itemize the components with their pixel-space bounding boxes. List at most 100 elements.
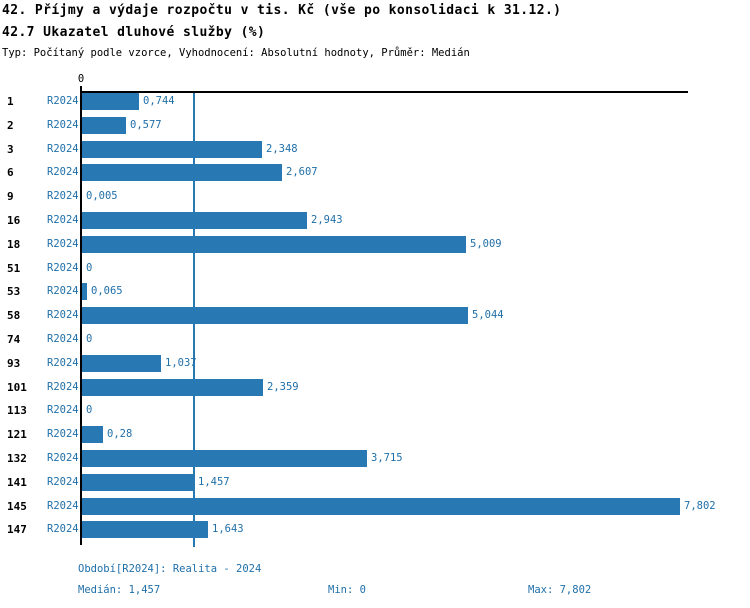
bar-value-label: 0,577 bbox=[130, 119, 162, 131]
bar-value-label: 0,065 bbox=[91, 285, 123, 297]
bar-value-label: 5,044 bbox=[472, 309, 504, 321]
bar-value-label: 5,009 bbox=[470, 238, 502, 250]
row-category-label: 141 bbox=[7, 476, 27, 489]
row-series-label: R2024 bbox=[47, 476, 79, 488]
bar-row: 141 R2024 1,457 bbox=[0, 474, 750, 491]
bar-row: 132 R2024 3,715 bbox=[0, 450, 750, 467]
bar-value-label: 2,943 bbox=[311, 214, 343, 226]
bar bbox=[82, 450, 367, 467]
bar-row: 113 R2024 0 bbox=[0, 402, 750, 419]
bar bbox=[82, 521, 208, 538]
bar-value-label: 0 bbox=[86, 262, 93, 274]
bar bbox=[82, 93, 139, 110]
bar-value-label: 1,643 bbox=[212, 523, 244, 535]
row-series-label: R2024 bbox=[47, 262, 79, 274]
bar bbox=[82, 117, 126, 134]
bar-value-label: 0,28 bbox=[107, 428, 133, 440]
bar-value-label: 0,744 bbox=[143, 95, 175, 107]
row-series-label: R2024 bbox=[47, 428, 79, 440]
bar bbox=[82, 164, 282, 181]
row-series-label: R2024 bbox=[47, 500, 79, 512]
bar bbox=[82, 141, 262, 158]
bar-row: 53 R2024 0,065 bbox=[0, 283, 750, 300]
bar bbox=[82, 236, 466, 253]
row-category-label: 2 bbox=[7, 119, 14, 132]
bar-value-label: 1,037 bbox=[165, 357, 197, 369]
row-series-label: R2024 bbox=[47, 95, 79, 107]
bar bbox=[82, 355, 161, 372]
row-category-label: 147 bbox=[7, 523, 27, 536]
bar-value-label: 0 bbox=[86, 404, 93, 416]
bar-value-label: 0 bbox=[86, 333, 93, 345]
bar-row: 9 R2024 0,005 bbox=[0, 188, 750, 205]
row-series-label: R2024 bbox=[47, 357, 79, 369]
x-axis-line bbox=[80, 91, 688, 93]
bar-value-label: 2,348 bbox=[266, 143, 298, 155]
footer-period-label: Období[R2024]: Realita - 2024 bbox=[78, 563, 262, 575]
row-series-label: R2024 bbox=[47, 119, 79, 131]
bar-row: 74 R2024 0 bbox=[0, 331, 750, 348]
row-series-label: R2024 bbox=[47, 309, 79, 321]
row-series-label: R2024 bbox=[47, 381, 79, 393]
row-category-label: 93 bbox=[7, 357, 21, 370]
row-category-label: 74 bbox=[7, 333, 21, 346]
bar-row: 1 R2024 0,744 bbox=[0, 93, 750, 110]
bar-row: 58 R2024 5,044 bbox=[0, 307, 750, 324]
bar-row: 51 R2024 0 bbox=[0, 260, 750, 277]
bar-row: 6 R2024 2,607 bbox=[0, 164, 750, 181]
row-category-label: 6 bbox=[7, 166, 14, 179]
bar-value-label: 0,005 bbox=[86, 190, 118, 202]
row-category-label: 101 bbox=[7, 381, 27, 394]
bar bbox=[82, 283, 87, 300]
row-category-label: 53 bbox=[7, 285, 21, 298]
row-category-label: 113 bbox=[7, 404, 27, 417]
row-category-label: 51 bbox=[7, 262, 21, 275]
bar bbox=[82, 426, 103, 443]
row-series-label: R2024 bbox=[47, 238, 79, 250]
row-category-label: 58 bbox=[7, 309, 21, 322]
bar-row: 145 R2024 7,802 bbox=[0, 498, 750, 515]
bar-row: 101 R2024 2,359 bbox=[0, 379, 750, 396]
row-category-label: 3 bbox=[7, 143, 14, 156]
y-axis-line bbox=[80, 86, 82, 545]
footer-min-label: Min: 0 bbox=[328, 584, 366, 596]
row-series-label: R2024 bbox=[47, 404, 79, 416]
chart-title-line1: 42. Příjmy a výdaje rozpočtu v tis. Kč (… bbox=[2, 3, 562, 18]
bar-value-label: 7,802 bbox=[684, 500, 716, 512]
bar-row: 121 R2024 0,28 bbox=[0, 426, 750, 443]
x-axis-zero-tick-label: 0 bbox=[77, 73, 85, 85]
chart-title-line2: 42.7 Ukazatel dluhové služby (%) bbox=[2, 25, 266, 40]
row-series-label: R2024 bbox=[47, 166, 79, 178]
bar-row: 3 R2024 2,348 bbox=[0, 141, 750, 158]
row-series-label: R2024 bbox=[47, 190, 79, 202]
bar bbox=[82, 498, 680, 515]
bar-value-label: 2,359 bbox=[267, 381, 299, 393]
row-series-label: R2024 bbox=[47, 333, 79, 345]
row-category-label: 132 bbox=[7, 452, 27, 465]
row-series-label: R2024 bbox=[47, 285, 79, 297]
bar-row: 2 R2024 0,577 bbox=[0, 117, 750, 134]
row-category-label: 9 bbox=[7, 190, 14, 203]
bar bbox=[82, 379, 263, 396]
footer-max-label: Max: 7,802 bbox=[528, 584, 592, 596]
row-series-label: R2024 bbox=[47, 523, 79, 535]
row-series-label: R2024 bbox=[47, 214, 79, 226]
row-category-label: 16 bbox=[7, 214, 21, 227]
footer-median-label: Medián: 1,457 bbox=[78, 584, 161, 596]
bar-row: 16 R2024 2,943 bbox=[0, 212, 750, 229]
bar bbox=[82, 474, 194, 491]
bar-value-label: 1,457 bbox=[198, 476, 230, 488]
bar bbox=[82, 212, 307, 229]
row-series-label: R2024 bbox=[47, 143, 79, 155]
chart-meta-line: Typ: Počítaný podle vzorce, Vyhodnocení:… bbox=[2, 47, 470, 59]
row-category-label: 121 bbox=[7, 428, 27, 441]
bar-value-label: 2,607 bbox=[286, 166, 318, 178]
row-category-label: 18 bbox=[7, 238, 21, 251]
row-category-label: 1 bbox=[7, 95, 14, 108]
bar-row: 93 R2024 1,037 bbox=[0, 355, 750, 372]
bar bbox=[82, 307, 468, 324]
row-series-label: R2024 bbox=[47, 452, 79, 464]
bar-value-label: 3,715 bbox=[371, 452, 403, 464]
bar-row: 147 R2024 1,643 bbox=[0, 521, 750, 538]
